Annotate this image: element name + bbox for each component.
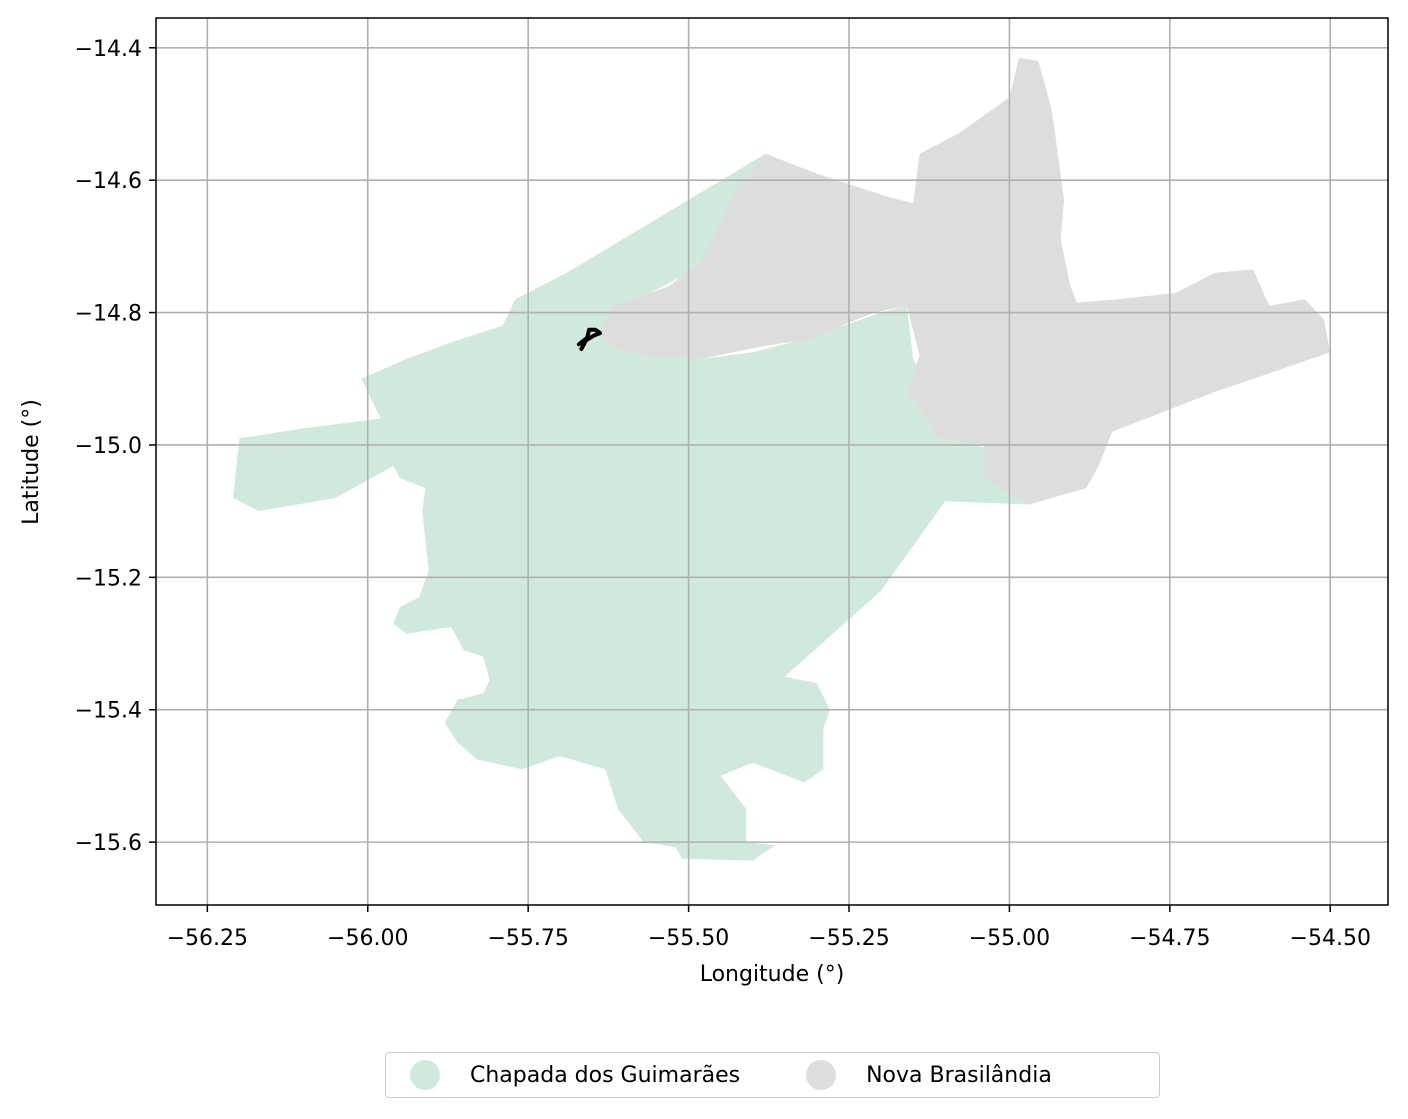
- legend-marker-chapada: [410, 1060, 440, 1090]
- y-axis-label: Latitude (°): [19, 399, 44, 525]
- legend-item-chapada: Chapada dos Guimarães: [410, 1060, 740, 1090]
- y-tick-label: −15.0: [75, 434, 142, 459]
- region-nova-brasilandia: [598, 57, 1331, 505]
- track-line: [576, 327, 602, 351]
- y-tick-label: −14.6: [75, 169, 142, 194]
- x-tick-label: −55.25: [808, 926, 889, 951]
- y-tick-label: −14.8: [75, 302, 142, 327]
- legend-label-chapada: Chapada dos Guimarães: [470, 1062, 741, 1088]
- x-tick-labels: −56.25 −56.00 −55.75 −55.50 −55.25 −55.00 −54.…: [167, 926, 1371, 951]
- x-tick-label: −55.75: [487, 926, 568, 951]
- region-chapada-dos-guimaraes: [213, 153, 1087, 861]
- x-tick-label: −55.00: [969, 926, 1050, 951]
- x-tick-label: −56.25: [167, 926, 248, 951]
- y-tick-label: −15.4: [75, 699, 142, 724]
- x-tick-label: −54.75: [1129, 926, 1210, 951]
- y-tick-label: −15.6: [75, 831, 142, 856]
- legend-item-nova-brasilandia: Nova Brasilândia: [806, 1060, 1052, 1090]
- x-tick-label: −56.00: [327, 926, 408, 951]
- y-tick-label: −14.4: [75, 37, 142, 62]
- x-tick-label: −54.50: [1290, 926, 1371, 951]
- legend-label-nova-brasilandia: Nova Brasilândia: [866, 1062, 1052, 1088]
- legend: Chapada dos Guimarães Nova Brasilândia: [385, 1052, 1160, 1098]
- axes-frame: [155, 17, 1389, 906]
- track-layer: [576, 327, 602, 351]
- tick-marks: [149, 47, 1331, 912]
- y-tick-labels: −14.4 −14.6 −14.8 −15.0 −15.2 −15.4 −15.6: [75, 37, 142, 856]
- legend-marker-nova-brasilandia: [806, 1060, 837, 1090]
- regions-layer: [213, 57, 1331, 861]
- x-tick-label: −55.50: [648, 926, 729, 951]
- grid-lines: [156, 18, 1388, 905]
- y-tick-label: −15.2: [75, 566, 142, 591]
- x-axis-label: Longitude (°): [700, 962, 845, 987]
